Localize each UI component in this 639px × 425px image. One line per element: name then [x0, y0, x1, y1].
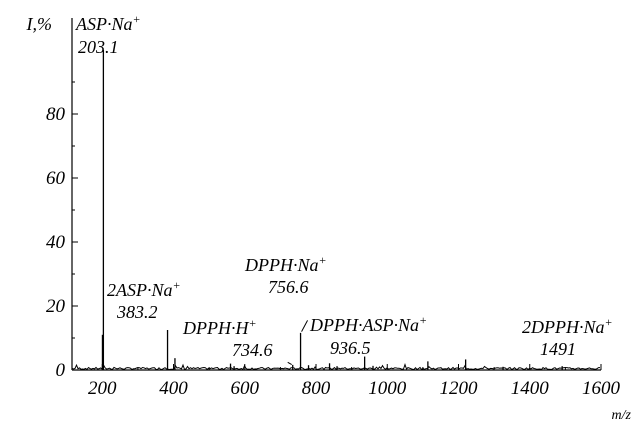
- annotation-dpph-asp-na-name: DPPH·ASP·Na+: [309, 313, 427, 335]
- annotation-asp-na-value: 203.1: [78, 37, 119, 57]
- tick-group: 0 20 40 60 80 200 400 600 800 1000 1200 1400 1600: [46, 81, 621, 399]
- x-tick-label: 800: [302, 378, 331, 399]
- peak-group: [101, 50, 563, 370]
- annotation-2asp-na-name: 2ASP·Na+: [107, 278, 181, 300]
- annotation-2dpph-na-name: 2DPPH·Na+: [522, 315, 613, 337]
- x-tick-label: 1400: [511, 378, 550, 399]
- annotation-dpph-h-name: DPPH·H+: [182, 316, 257, 338]
- x-tick-label: 600: [231, 378, 260, 399]
- annotation-2dpph-na-value: 1491: [540, 339, 576, 359]
- x-tick-label: 200: [88, 378, 117, 399]
- annotation-dpph-asp-na-value: 936.5: [330, 338, 371, 358]
- leader-line: [301, 320, 308, 332]
- y-axis-title: I,%: [26, 14, 53, 34]
- baseline-noise: [71, 363, 600, 371]
- annotation-dpph-na-name: DPPH·Na+: [244, 253, 327, 275]
- annotation-asp-na-name: ASP·Na+: [75, 12, 141, 34]
- y-tick-label: 60: [46, 168, 66, 189]
- y-tick-label: 20: [46, 296, 66, 317]
- x-tick-label: 1000: [368, 378, 407, 399]
- annotation-group: ASP·Na+ 203.1 2ASP·Na+ 383.2 DPPH·H+ 734…: [75, 12, 613, 360]
- x-axis-title: m/z: [612, 408, 632, 423]
- y-tick-label: 0: [56, 360, 66, 381]
- x-tick-label: 1200: [440, 378, 479, 399]
- y-tick-label: 40: [46, 232, 66, 253]
- annotation-dpph-h-value: 734.6: [232, 340, 273, 360]
- leader-line-group: [287, 320, 308, 365]
- x-tick-label: 400: [159, 378, 188, 399]
- annotation-dpph-na-value: 756.6: [268, 277, 309, 297]
- x-tick-label: 1600: [582, 378, 621, 399]
- y-tick-label: 80: [46, 104, 66, 125]
- leader-line: [287, 361, 292, 365]
- annotation-2asp-na-value: 383.2: [116, 302, 158, 322]
